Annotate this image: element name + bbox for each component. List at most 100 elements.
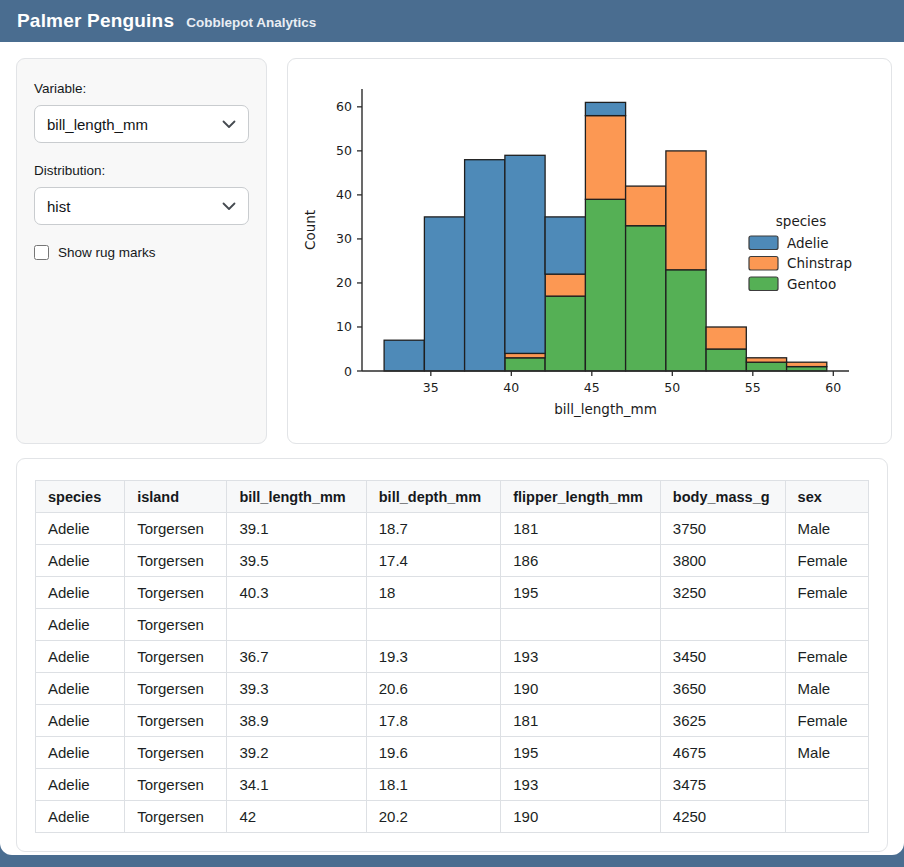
controls-sidebar: Variable: bill_length_mm Distribution: h… [16, 58, 267, 444]
table-cell: 39.5 [227, 545, 366, 577]
table-row: AdelieTorgersen39.118.71813750Male [36, 513, 869, 545]
variable-select[interactable]: bill_length_mm [34, 105, 249, 143]
distribution-select-wrap: hist [34, 187, 249, 225]
table-cell [785, 769, 868, 801]
svg-text:45: 45 [584, 380, 600, 395]
table-cell: 193 [501, 769, 661, 801]
variable-label: Variable: [34, 81, 249, 96]
table-cell: 40.3 [227, 577, 366, 609]
table-cell: 3475 [660, 769, 785, 801]
table-cell: 195 [501, 737, 661, 769]
table-row: AdelieTorgersen36.719.31933450Female [36, 641, 869, 673]
table-row: AdelieTorgersen4220.21904250 [36, 801, 869, 833]
column-header: species [36, 481, 125, 513]
table-cell: 42 [227, 801, 366, 833]
table-cell: 3650 [660, 673, 785, 705]
table-cell: 20.2 [366, 801, 500, 833]
table-cell: Male [785, 513, 868, 545]
table-cell: Adelie [36, 769, 125, 801]
table-cell: Male [785, 737, 868, 769]
rug-checkbox[interactable] [34, 245, 49, 260]
svg-text:40: 40 [336, 187, 352, 202]
table-row: AdelieTorgersen38.917.81813625Female [36, 705, 869, 737]
rug-checkbox-row: Show rug marks [34, 245, 249, 260]
table-cell: 3750 [660, 513, 785, 545]
table-cell: 190 [501, 801, 661, 833]
table-cell: 18.1 [366, 769, 500, 801]
svg-text:60: 60 [825, 380, 841, 395]
table-cell: 19.6 [366, 737, 500, 769]
table-row: AdelieTorgersen39.219.61954675Male [36, 737, 869, 769]
column-header: island [125, 481, 227, 513]
svg-text:Gentoo: Gentoo [787, 276, 836, 292]
column-header: bill_depth_mm [366, 481, 500, 513]
distribution-chart: 3540455055600102030405060bill_length_mmC… [296, 69, 883, 433]
svg-text:10: 10 [336, 319, 352, 334]
table-card: speciesislandbill_length_mmbill_depth_mm… [16, 458, 888, 852]
table-cell: 4675 [660, 737, 785, 769]
table-cell: 186 [501, 545, 661, 577]
table-cell: Adelie [36, 801, 125, 833]
chart-card: 3540455055600102030405060bill_length_mmC… [287, 58, 892, 444]
table-cell: 190 [501, 673, 661, 705]
table-cell: Torgersen [125, 769, 227, 801]
svg-text:50: 50 [336, 143, 352, 158]
svg-text:35: 35 [423, 380, 439, 395]
table-row: AdelieTorgersen39.517.41863800Female [36, 545, 869, 577]
table-cell: 3450 [660, 641, 785, 673]
table-cell: Female [785, 641, 868, 673]
table-cell [501, 609, 661, 641]
table-row: AdelieTorgersen34.118.11933475 [36, 769, 869, 801]
table-cell [366, 609, 500, 641]
table-cell: 181 [501, 513, 661, 545]
table-cell: 18.7 [366, 513, 500, 545]
table-cell: 34.1 [227, 769, 366, 801]
variable-select-wrap: bill_length_mm [34, 105, 249, 143]
table-cell: Torgersen [125, 705, 227, 737]
table-body: AdelieTorgersen39.118.71813750MaleAdelie… [36, 513, 869, 833]
app-title: Palmer Penguins [17, 10, 174, 32]
penguins-table: speciesislandbill_length_mmbill_depth_mm… [35, 480, 869, 833]
table-cell: Female [785, 577, 868, 609]
svg-text:Adelie: Adelie [787, 235, 829, 251]
column-header: flipper_length_mm [501, 481, 661, 513]
table-cell: 39.1 [227, 513, 366, 545]
table-cell: 181 [501, 705, 661, 737]
table-cell: 38.9 [227, 705, 366, 737]
app-page: Palmer Penguins Cobblepot Analytics Vari… [0, 0, 904, 855]
rug-checkbox-label[interactable]: Show rug marks [58, 245, 156, 260]
svg-text:40: 40 [503, 380, 519, 395]
table-cell: 19.3 [366, 641, 500, 673]
table-row: AdelieTorgersen [36, 609, 869, 641]
distribution-label: Distribution: [34, 163, 249, 178]
table-cell: Torgersen [125, 801, 227, 833]
svg-text:55: 55 [745, 380, 761, 395]
column-header: bill_length_mm [227, 481, 366, 513]
table-cell [660, 609, 785, 641]
table-cell: 18 [366, 577, 500, 609]
table-cell: 193 [501, 641, 661, 673]
table-cell: Torgersen [125, 545, 227, 577]
table-cell: Adelie [36, 641, 125, 673]
table-cell: Adelie [36, 577, 125, 609]
table-cell: Adelie [36, 737, 125, 769]
svg-text:50: 50 [664, 380, 680, 395]
table-cell: 3250 [660, 577, 785, 609]
table-cell: 3800 [660, 545, 785, 577]
app-subtitle: Cobblepot Analytics [186, 12, 316, 30]
table-cell: Adelie [36, 513, 125, 545]
table-cell: 3625 [660, 705, 785, 737]
column-header: sex [785, 481, 868, 513]
table-cell: 39.3 [227, 673, 366, 705]
table-cell: 17.4 [366, 545, 500, 577]
table-cell: Adelie [36, 545, 125, 577]
table-cell: 20.6 [366, 673, 500, 705]
svg-text:0: 0 [344, 364, 352, 379]
table-cell: 39.2 [227, 737, 366, 769]
column-header: body_mass_g [660, 481, 785, 513]
table-header: speciesislandbill_length_mmbill_depth_mm… [36, 481, 869, 513]
table-header-row: speciesislandbill_length_mmbill_depth_mm… [36, 481, 869, 513]
svg-text:Chinstrap: Chinstrap [787, 255, 852, 271]
svg-text:30: 30 [336, 231, 352, 246]
distribution-select[interactable]: hist [34, 187, 249, 225]
